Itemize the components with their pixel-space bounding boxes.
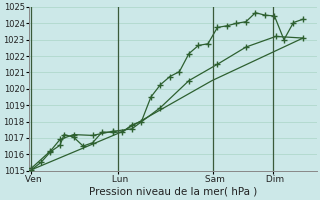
X-axis label: Pression niveau de la mer( hPa ): Pression niveau de la mer( hPa ): [89, 187, 257, 197]
